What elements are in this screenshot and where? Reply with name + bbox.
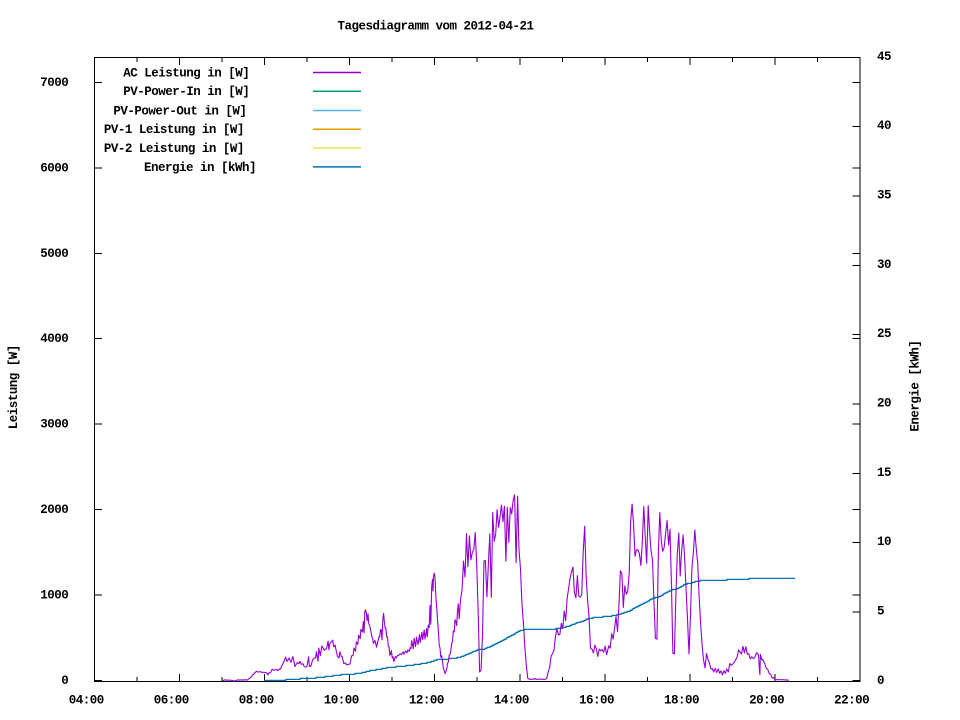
svg-text:16:00: 16:00 — [579, 693, 614, 707]
svg-text:25: 25 — [877, 327, 891, 341]
svg-text:5000: 5000 — [40, 247, 68, 261]
svg-text:7000: 7000 — [40, 76, 68, 90]
svg-text:Leistung [W]: Leistung [W] — [7, 345, 21, 429]
svg-text:22:00: 22:00 — [834, 693, 869, 707]
svg-text:5: 5 — [877, 605, 884, 619]
svg-text:6000: 6000 — [40, 161, 68, 175]
svg-text:0: 0 — [877, 674, 884, 688]
svg-text:10: 10 — [877, 535, 891, 549]
svg-text:PV-2 Leistung in [W]: PV-2 Leistung in [W] — [104, 142, 244, 156]
svg-text:40: 40 — [877, 119, 891, 133]
svg-text:35: 35 — [877, 189, 891, 203]
svg-text:18:00: 18:00 — [664, 693, 699, 707]
svg-text:10:00: 10:00 — [324, 693, 359, 707]
svg-text:PV-Power-Out in [W]: PV-Power-Out in [W] — [113, 105, 246, 119]
svg-text:PV-1 Leistung in [W]: PV-1 Leistung in [W] — [104, 123, 244, 137]
svg-text:PV-Power-In in [W]: PV-Power-In in [W] — [123, 85, 249, 99]
svg-text:Energie in [kWh]: Energie in [kWh] — [144, 161, 256, 175]
svg-text:20: 20 — [877, 397, 891, 411]
svg-text:Tagesdiagramm vom 2012-04-21: Tagesdiagramm vom 2012-04-21 — [338, 20, 534, 34]
svg-text:30: 30 — [877, 258, 891, 272]
svg-text:2000: 2000 — [40, 503, 68, 517]
svg-text:3000: 3000 — [40, 418, 68, 432]
svg-text:0: 0 — [61, 674, 68, 688]
svg-text:1000: 1000 — [40, 588, 68, 602]
svg-text:Energie [kWh]: Energie [kWh] — [909, 341, 923, 432]
svg-text:14:00: 14:00 — [494, 693, 529, 707]
svg-text:06:00: 06:00 — [154, 693, 189, 707]
svg-text:12:00: 12:00 — [409, 693, 444, 707]
svg-text:20:00: 20:00 — [749, 693, 784, 707]
svg-text:08:00: 08:00 — [239, 693, 274, 707]
svg-text:45: 45 — [877, 50, 891, 64]
svg-text:4000: 4000 — [40, 332, 68, 346]
svg-text:04:00: 04:00 — [69, 693, 104, 707]
svg-text:15: 15 — [877, 466, 891, 480]
svg-text:AC Leistung in [W]: AC Leistung in [W] — [123, 67, 249, 81]
